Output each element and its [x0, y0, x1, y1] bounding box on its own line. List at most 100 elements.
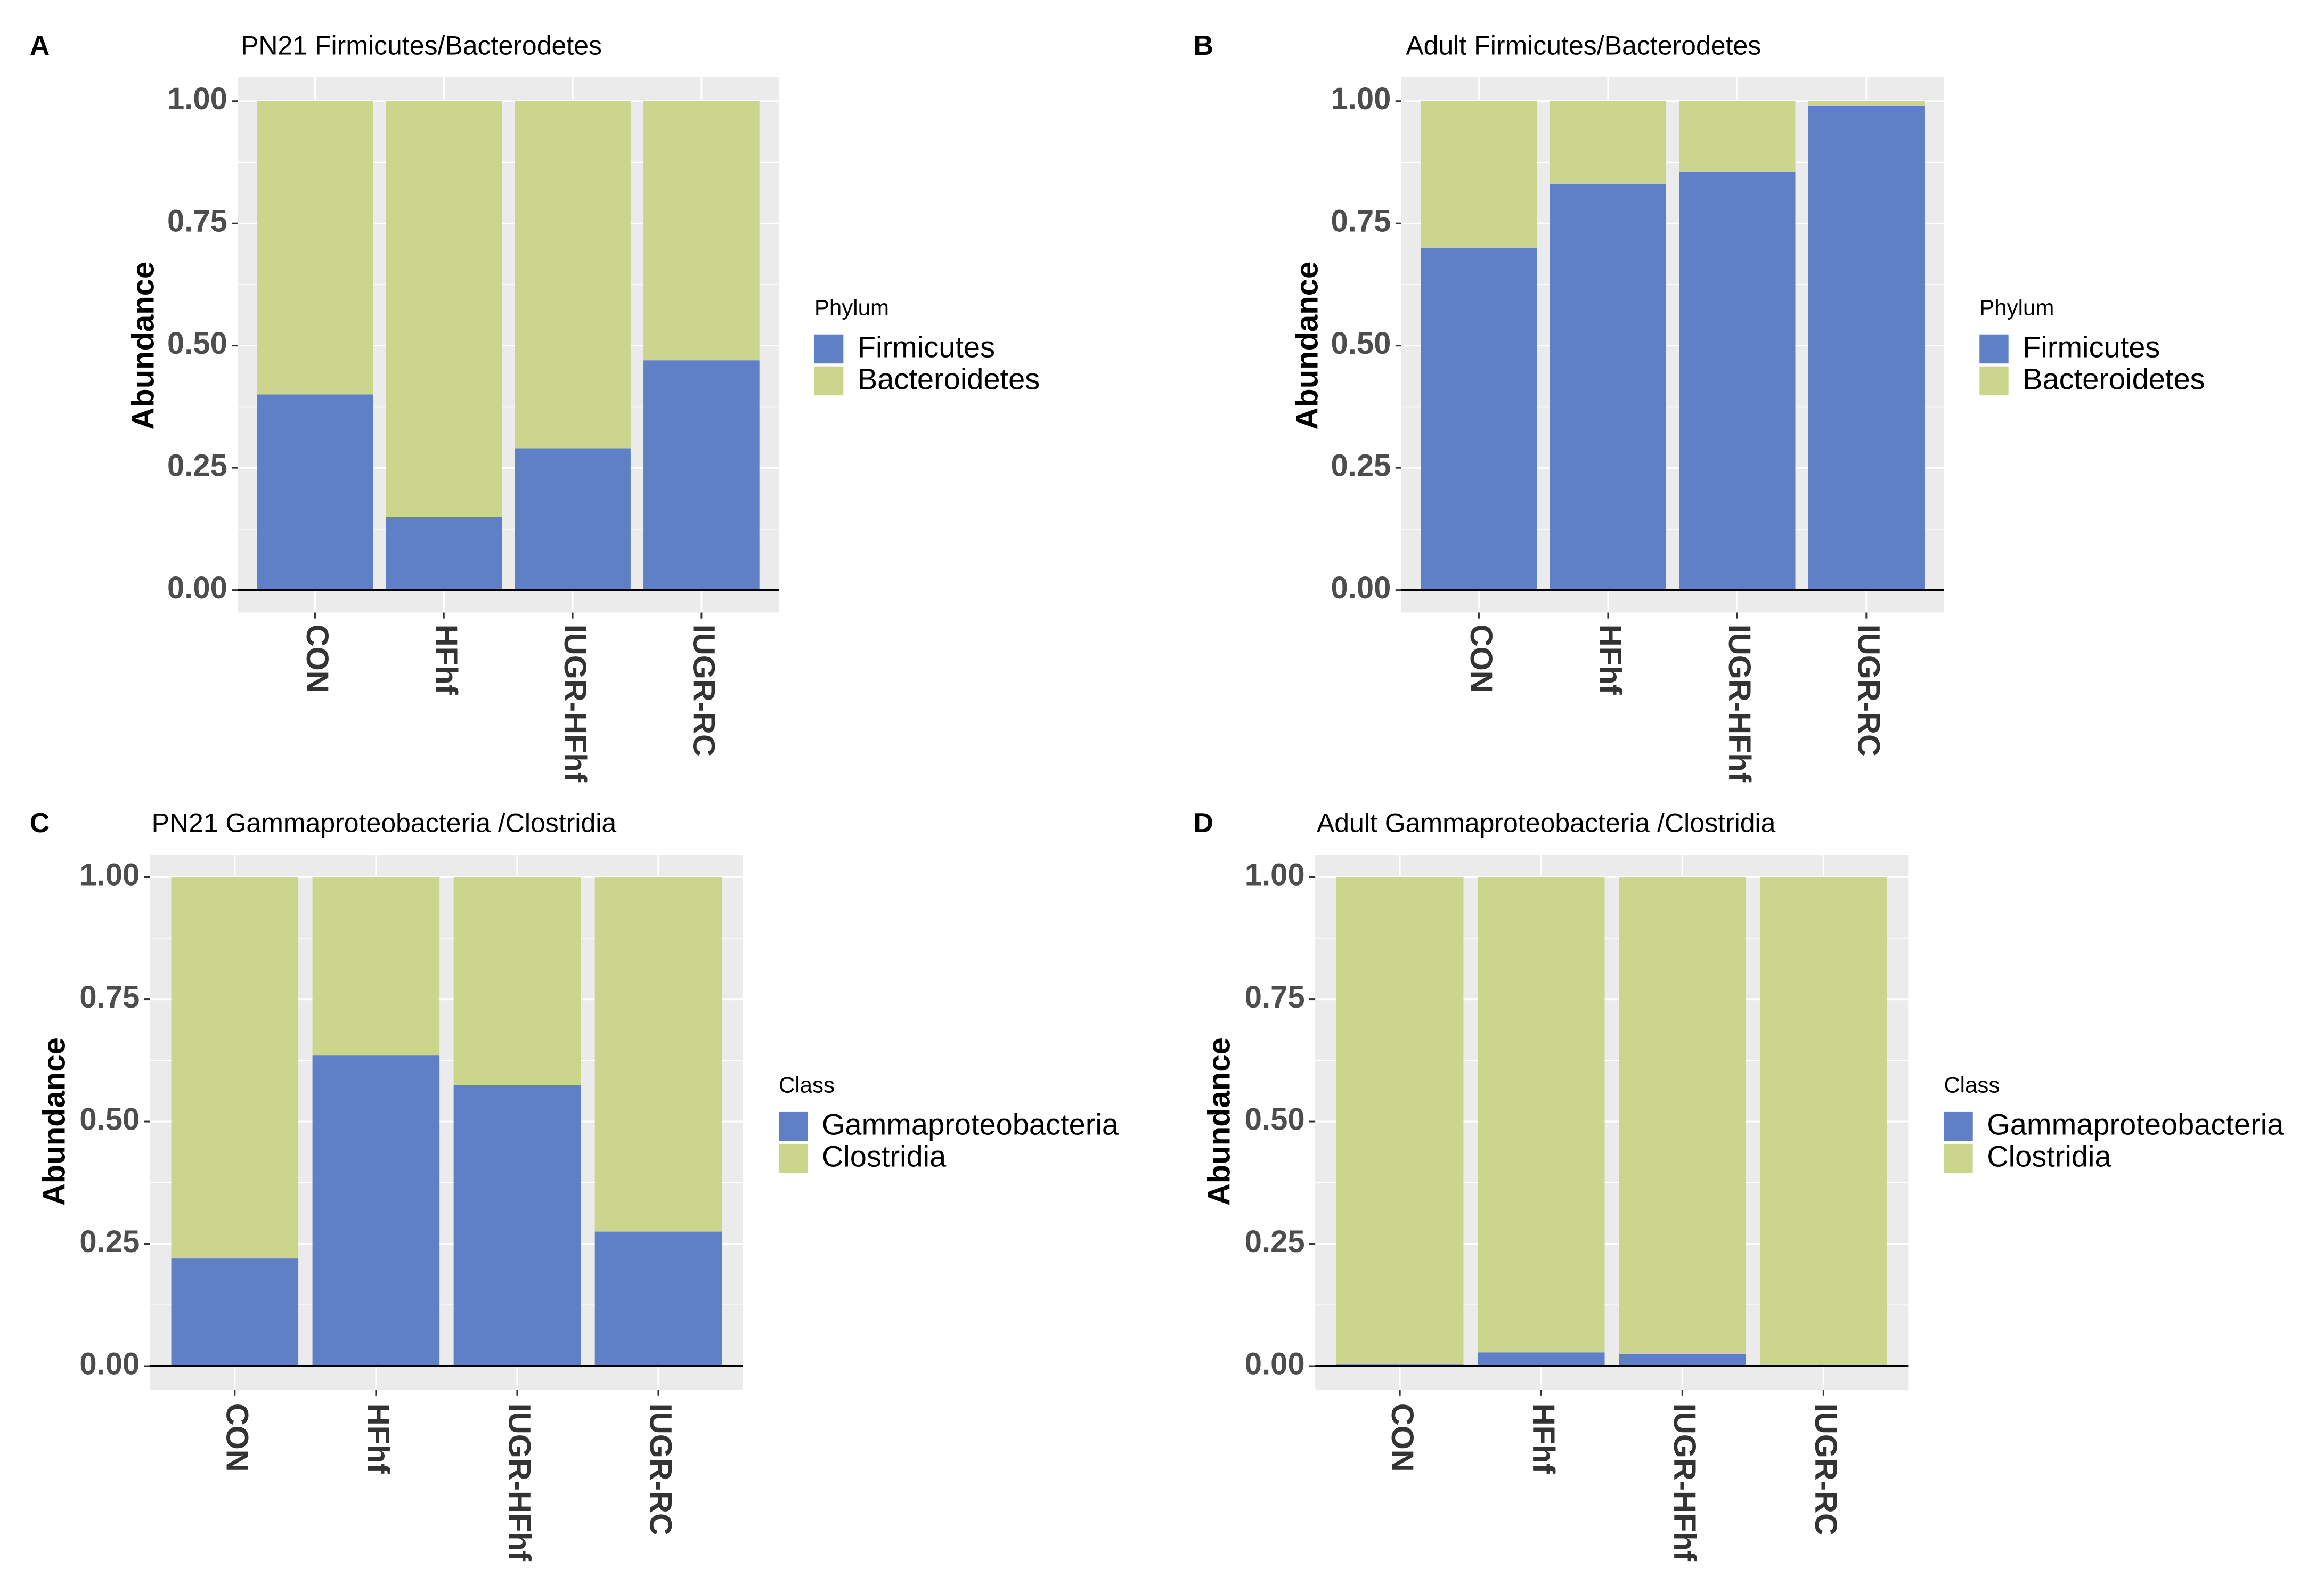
y-axis-title: Abundance: [1290, 262, 1324, 430]
panel-letter: C: [30, 808, 50, 839]
bar-iugr-rc-firmicutes: [1808, 105, 1925, 590]
y-tick-label: 0.75: [167, 204, 227, 239]
bar-hfhf-firmicutes: [386, 516, 502, 590]
y-tick-label: 0.00: [1331, 571, 1391, 605]
legend-title: Class: [779, 1073, 835, 1098]
legend-label-firmicutes: Firmicutes: [2023, 330, 2160, 363]
bar-iugr-hfhf-gammaproteobacteria: [453, 1085, 581, 1367]
legend-label-firmicutes: Firmicutes: [858, 330, 995, 363]
bar-iugr-hfhf-firmicutes: [515, 448, 631, 590]
bar-con-firmicutes: [1421, 248, 1537, 590]
y-tick-label: 0.50: [79, 1102, 140, 1136]
legend-label-bacteroidetes: Bacteroidetes: [2023, 362, 2205, 395]
y-axis-title: Abundance: [1202, 1037, 1237, 1206]
bar-hfhf-clostridia: [312, 877, 440, 1056]
panel-letter: B: [1193, 30, 1213, 61]
y-tick-label: 0.75: [79, 980, 140, 1014]
y-axis-title: Abundance: [37, 1037, 71, 1206]
y-tick-label: 0.75: [1245, 980, 1305, 1014]
panel-letter: D: [1193, 808, 1213, 839]
legend-swatch-gammaproteobacteria: [778, 1111, 808, 1141]
bar-iugr-hfhf-clostridia: [453, 877, 581, 1085]
bar-con-bacteroidetes: [257, 101, 373, 395]
y-tick-label: 0.25: [167, 448, 227, 483]
x-tick-label: IUGR-RC: [687, 624, 721, 757]
legend-swatch-bacteroidetes: [814, 366, 844, 396]
x-tick-label: CON: [1385, 1403, 1420, 1472]
bar-iugr-hfhf-gammaproteobacteria: [1619, 1354, 1746, 1367]
bar-iugr-rc-bacteroidetes: [643, 101, 760, 361]
bar-con-bacteroidetes: [1421, 101, 1537, 248]
y-axis-title: Abundance: [126, 262, 161, 430]
legend-swatch-gammaproteobacteria: [1944, 1111, 1973, 1141]
x-tick-label: IUGR-HFhf: [1667, 1403, 1702, 1562]
legend-swatch-firmicutes: [814, 334, 844, 364]
x-tick-label: HFhf: [1593, 624, 1628, 695]
bar-iugr-hfhf-bacteroidetes: [1679, 101, 1796, 172]
y-tick-label: 1.00: [79, 857, 140, 892]
bar-hfhf-firmicutes: [1550, 184, 1667, 590]
legend-label-clostridia: Clostridia: [1987, 1140, 2111, 1173]
bar-hfhf-bacteroidetes: [386, 101, 502, 517]
chart-panel-b: CON HFhf IUGR-HFhf IUGR-RC 0.00 0.25 0.50 0.75 1…: [1193, 30, 2205, 783]
y-tick-label: 1.00: [167, 82, 227, 116]
x-tick-label: CON: [219, 1403, 254, 1472]
bar-iugr-rc-bacteroidetes: [1808, 101, 1925, 106]
legend-swatch-clostridia: [778, 1143, 808, 1173]
x-tick-label: IUGR-HFhf: [558, 624, 592, 783]
legend-swatch-firmicutes: [1979, 334, 2009, 364]
chart-panel-c: CON HFhf IUGR-HFhf IUGR-RC 0.00 0.25 0.50 0.75 1…: [30, 808, 1119, 1562]
bar-iugr-rc-clostridia: [594, 877, 722, 1232]
x-tick-label: IUGR-RC: [643, 1403, 678, 1536]
legend-label-gammaproteobacteria: Gammaproteobacteria: [1987, 1108, 2284, 1141]
x-tick-label: IUGR-HFhf: [1722, 624, 1757, 783]
bar-iugr-hfhf-firmicutes: [1679, 172, 1796, 590]
legend-title: Phylum: [1979, 295, 2054, 320]
panel-letter: A: [30, 30, 50, 61]
bar-iugr-rc-gammaproteobacteria: [594, 1231, 722, 1367]
x-tick-label: HFhf: [429, 624, 463, 695]
bar-iugr-rc-clostridia: [1760, 877, 1887, 1366]
chart-title: PN21 Gammaproteobacteria /Clostridia: [152, 808, 617, 838]
bar-iugr-hfhf-bacteroidetes: [515, 101, 631, 449]
bar-hfhf-clostridia: [1477, 877, 1605, 1353]
bar-hfhf-bacteroidetes: [1550, 101, 1667, 184]
x-tick-label: IUGR-HFhf: [502, 1403, 537, 1562]
legend-title: Phylum: [814, 295, 889, 320]
legend-swatch-clostridia: [1944, 1143, 1973, 1173]
y-tick-label: 0.00: [167, 571, 227, 605]
bar-con-clostridia: [1336, 877, 1464, 1365]
y-tick-label: 0.50: [1245, 1102, 1305, 1136]
legend-label-gammaproteobacteria: Gammaproteobacteria: [822, 1108, 1119, 1141]
y-tick-label: 0.25: [79, 1224, 140, 1259]
bar-con-clostridia: [171, 877, 299, 1259]
x-tick-label: CON: [300, 624, 335, 693]
y-tick-label: 0.00: [1245, 1346, 1305, 1381]
chart-panel-a: CON HFhf IUGR-HFhf IUGR-RC 0.00 0.25 0.50 0.75 1…: [30, 30, 1040, 783]
legend-label-bacteroidetes: Bacteroidetes: [858, 362, 1040, 395]
bar-hfhf-gammaproteobacteria: [312, 1055, 440, 1367]
bar-hfhf-gammaproteobacteria: [1477, 1352, 1605, 1367]
chart-panel-d: CON HFhf IUGR-HFhf IUGR-RC 0.00 0.25 0.50 0.75 1…: [1193, 808, 2284, 1562]
y-tick-label: 0.50: [167, 326, 227, 361]
y-tick-label: 0.25: [1331, 448, 1391, 483]
legend-title: Class: [1944, 1073, 2000, 1098]
x-tick-label: IUGR-RC: [1852, 624, 1886, 757]
y-tick-label: 0.25: [1245, 1224, 1305, 1259]
y-tick-label: 0.00: [79, 1346, 140, 1381]
chart-title: Adult Gammaproteobacteria /Clostridia: [1317, 808, 1776, 838]
bar-iugr-hfhf-clostridia: [1619, 877, 1746, 1354]
x-tick-label: HFhf: [361, 1403, 396, 1474]
bar-con-gammaproteobacteria: [171, 1258, 299, 1367]
y-tick-label: 0.75: [1331, 204, 1391, 239]
y-tick-label: 1.00: [1245, 857, 1305, 892]
chart-title: PN21 Firmicutes/Bacterodetes: [241, 30, 602, 60]
x-tick-label: HFhf: [1526, 1403, 1561, 1474]
bar-con-firmicutes: [257, 394, 373, 590]
chart-title: Adult Firmicutes/Bacterodetes: [1406, 30, 1761, 60]
